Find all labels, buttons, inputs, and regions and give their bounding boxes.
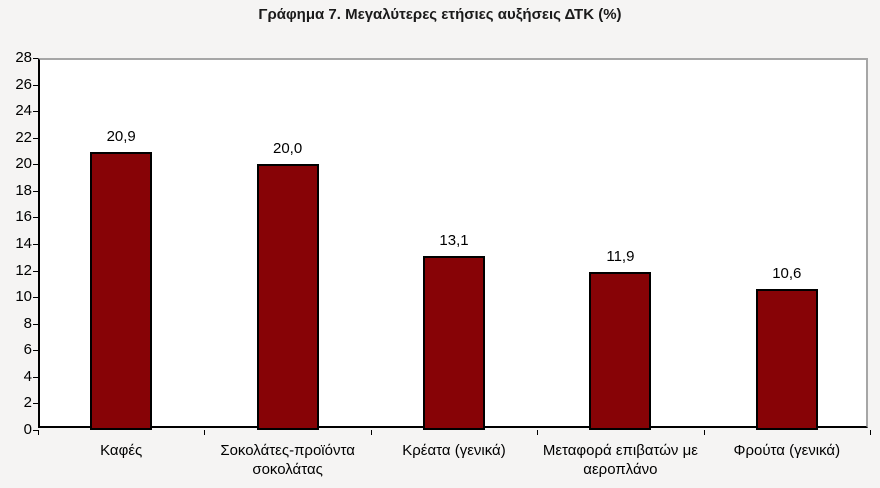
y-axis-tick <box>33 403 38 405</box>
bar <box>90 152 153 430</box>
y-axis-tick-label: 28 <box>15 49 32 66</box>
y-axis-tick <box>33 58 38 59</box>
x-axis-tick <box>204 430 206 435</box>
y-axis-tick-label: 0 <box>23 421 32 438</box>
x-axis-category-label: Μεταφορά επιβατών με αεροπλάνο <box>542 442 698 478</box>
bar <box>423 255 485 430</box>
x-axis-tick <box>38 430 39 435</box>
x-axis-category-label: Κρέατα (γενικά) <box>402 442 506 459</box>
y-axis-tick <box>33 350 38 352</box>
y-axis-tick-label: 4 <box>23 367 32 385</box>
y-axis-tick <box>33 323 38 325</box>
y-axis-tick <box>33 137 38 139</box>
y-axis-tick-label: 20 <box>15 155 32 173</box>
y-axis-tick-label: 10 <box>15 288 32 306</box>
x-axis-category-label: Φρούτα (γενικά) <box>733 442 841 459</box>
y-axis-tick <box>33 217 38 219</box>
y-axis-tick <box>33 270 38 272</box>
bar-value-label: 20,0 <box>272 140 303 158</box>
y-axis-tick <box>33 244 38 245</box>
x-axis-tick <box>870 430 871 435</box>
x-axis-tick <box>370 430 372 435</box>
chart-title: Γράφημα 7. Μεγαλύτερες ετήσιες αυξήσεις … <box>258 6 622 23</box>
y-axis-tick-label: 18 <box>15 181 32 199</box>
bar-value-label: 10,6 <box>772 265 802 283</box>
y-axis-tick <box>33 111 38 113</box>
y-axis-tick-label: 6 <box>23 341 32 359</box>
y-axis-tick-label: 8 <box>23 314 32 332</box>
bar <box>589 271 652 430</box>
bar <box>755 289 818 430</box>
y-axis-tick-label: 14 <box>15 235 32 252</box>
y-axis-tick-label: 26 <box>15 75 32 93</box>
bar <box>256 164 319 430</box>
y-axis-tick-label: 24 <box>15 102 32 120</box>
y-axis-tick-label: 2 <box>23 394 32 412</box>
y-axis-tick <box>33 430 38 431</box>
y-axis-tick <box>33 84 38 86</box>
y-axis-tick <box>33 376 38 378</box>
y-axis-tick-label: 12 <box>15 261 32 279</box>
x-axis-category-label: Σοκολάτες-προϊόντα σοκολάτας <box>220 442 355 478</box>
y-axis-tick <box>33 190 38 192</box>
y-axis-tick-label: 16 <box>15 208 32 226</box>
bar-value-label: 11,9 <box>606 247 635 265</box>
y-axis-tick <box>33 297 38 299</box>
bar-value-label: 20,9 <box>106 128 136 146</box>
y-axis-tick <box>33 164 38 166</box>
y-axis-tick-label: 22 <box>15 128 32 146</box>
x-axis-tick <box>537 430 539 435</box>
x-axis-category-label: Καφές <box>100 442 143 459</box>
bar-value-label: 13,1 <box>439 231 469 249</box>
x-axis-tick <box>703 430 705 435</box>
